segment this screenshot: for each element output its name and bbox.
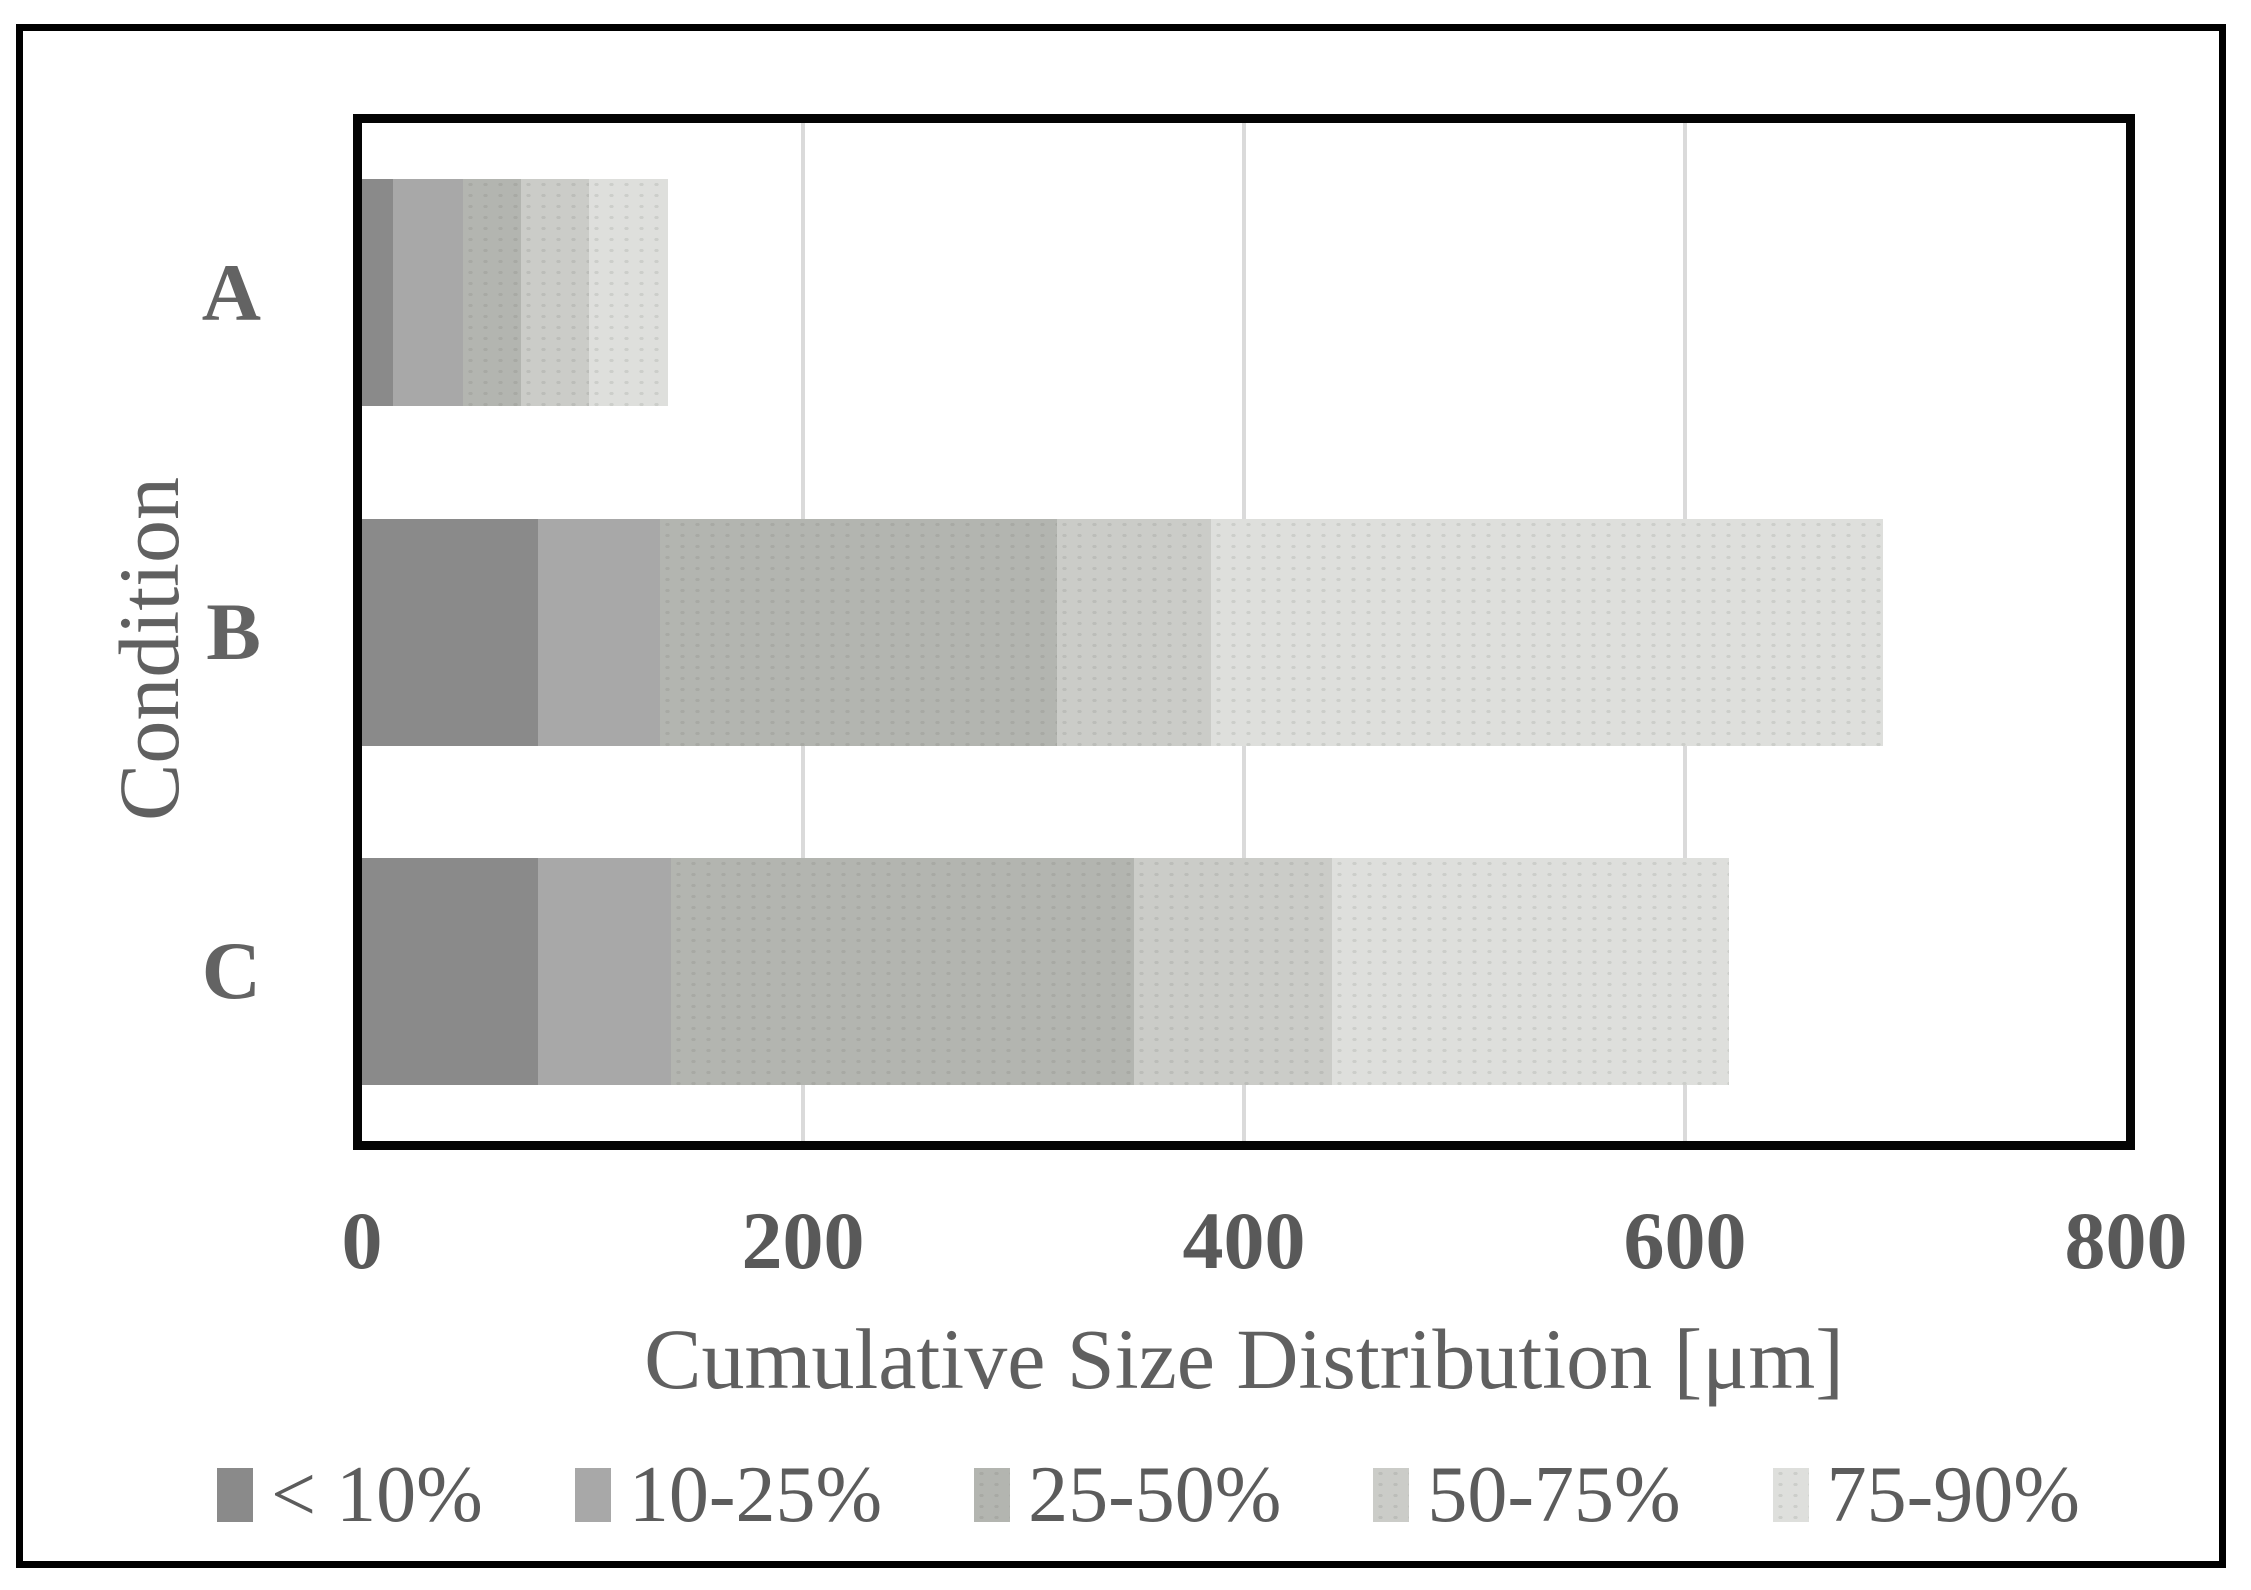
bar-segment-A-25-50%: [463, 179, 521, 407]
plot-area: [353, 114, 2135, 1150]
bar-row-B: [362, 518, 2126, 746]
bar-segment-C-75-90%: [1332, 857, 1730, 1085]
x-axis-tick-labels: 0 200 400 600 800: [342, 1181, 2188, 1301]
bar-segment-B-25-50%: [659, 518, 1057, 746]
legend-swatch-icon: [1772, 1468, 1809, 1522]
x-tick-label-800: 800: [2064, 1195, 2188, 1286]
y-axis-category-labels: A B C: [23, 123, 295, 1141]
bar-segment-A-10-25%: [392, 179, 464, 407]
legend-item: 75-90%: [1772, 1451, 2080, 1539]
category-label-A: A: [201, 246, 261, 338]
bar-segment-B-75-90%: [1210, 518, 1884, 746]
legend-item: < 10%: [217, 1455, 483, 1535]
x-tick-label-200: 200: [741, 1195, 865, 1286]
legend-label: 50-75%: [1427, 1451, 1681, 1539]
figure-frame: A B C Condition 0 200 400 600 800 Cumulative S…: [16, 24, 2226, 1568]
x-axis-title: Cumulative Size Distribution [μm]: [644, 1311, 1844, 1407]
y-axis-title: Condition: [101, 476, 197, 822]
legend-swatch-icon: [217, 1468, 254, 1522]
bar-segment-C-25-50%: [670, 857, 1134, 1085]
category-label-B: B: [206, 586, 261, 677]
bar-segment-A-< 10%: [362, 179, 393, 407]
x-tick-label-400: 400: [1182, 1195, 1306, 1286]
bar-segment-B-50-75%: [1056, 518, 1211, 746]
x-tick-label-600: 600: [1623, 1195, 1747, 1286]
legend-label: 25-50%: [1028, 1451, 1282, 1539]
legend-item: 50-75%: [1373, 1451, 1681, 1539]
bar-segment-B-< 10%: [362, 518, 539, 746]
legend-label: 75-90%: [1826, 1451, 2080, 1539]
legend-item: 25-50%: [974, 1455, 1281, 1535]
legend-swatch-icon: [1373, 1468, 1410, 1522]
bar-row-C: [362, 857, 2126, 1085]
legend-swatch-icon: [574, 1468, 611, 1522]
x-tick-label-0: 0: [341, 1195, 383, 1286]
bar-segment-B-10-25%: [538, 518, 660, 746]
legend-label: 10-25%: [628, 1451, 883, 1539]
legend: < 10% 10-25% 25-50% 50-75% 75-90%: [63, 1435, 2234, 1555]
legend-label: < 10%: [271, 1451, 483, 1539]
legend-item: 10-25%: [574, 1451, 883, 1539]
bar-segment-A-75-90%: [589, 179, 669, 407]
category-label-C: C: [201, 925, 261, 1017]
bar-row-A: [362, 179, 2126, 407]
legend-swatch-icon: [974, 1468, 1011, 1522]
bar-segment-C-50-75%: [1133, 857, 1333, 1085]
bar-segment-C-< 10%: [362, 857, 539, 1085]
bar-segment-C-10-25%: [538, 857, 671, 1085]
bar-segment-A-50-75%: [520, 179, 590, 407]
